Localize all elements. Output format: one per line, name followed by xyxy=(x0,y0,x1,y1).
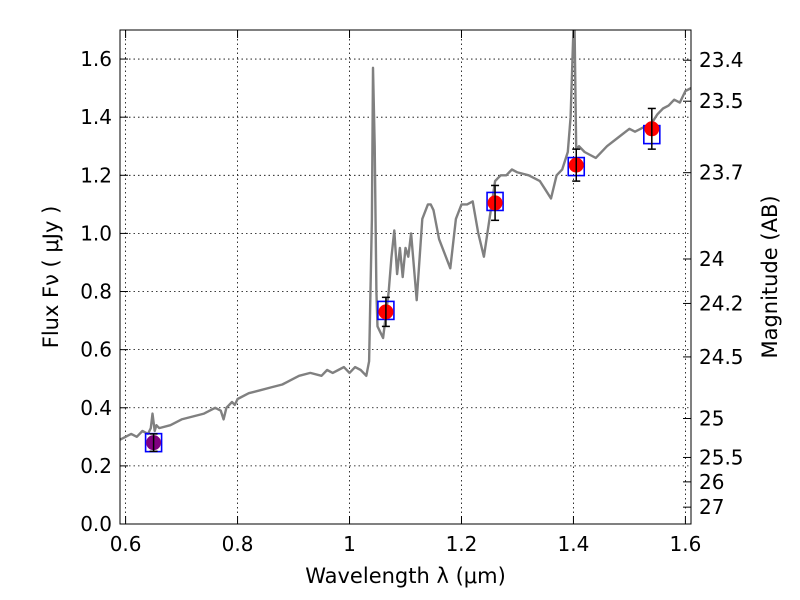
y-right-tick-label: 23.4 xyxy=(699,48,744,72)
y-tick-label: 0.6 xyxy=(80,338,112,362)
grid-lines xyxy=(120,30,691,525)
y-tick-label: 0.8 xyxy=(80,280,112,304)
y-right-tick-label: 25.5 xyxy=(699,445,744,469)
x-tick-label: 1.6 xyxy=(669,532,701,556)
y-right-tick-label: 27 xyxy=(699,495,724,519)
y-right-tick-label: 23.7 xyxy=(699,161,744,185)
y-tick-label: 1.6 xyxy=(80,47,112,71)
x-axis-label: Wavelength λ (μm) xyxy=(305,564,506,588)
y-tick-label: 0.4 xyxy=(80,396,112,420)
x-tick-label: 1 xyxy=(343,532,356,556)
y-right-tick-label: 25 xyxy=(699,407,724,431)
photometry-point xyxy=(486,184,504,222)
y-tick-label: 1.0 xyxy=(80,221,112,245)
y-tick-label: 1.4 xyxy=(80,105,112,129)
plot-frame xyxy=(119,29,692,525)
y-tick-label: 0.2 xyxy=(80,454,112,478)
y-right-tick-label: 24.2 xyxy=(699,291,744,315)
y-right-axis-label: Magnitude (AB) xyxy=(758,195,782,358)
photometry-point xyxy=(144,432,163,453)
x-tick-label: 1.2 xyxy=(446,532,478,556)
y-tick-label: 1.2 xyxy=(80,163,112,187)
y-axis-label: Flux Fν ( μJy ) xyxy=(39,206,63,349)
spectrum-series xyxy=(120,30,691,441)
y-right-tick-label: 23.5 xyxy=(699,89,744,113)
y-right-tick-label: 26 xyxy=(699,470,724,494)
x-tick-label: 0.8 xyxy=(222,532,254,556)
photometry-series xyxy=(144,107,661,453)
y-tick-label: 0.0 xyxy=(80,512,112,536)
photometry-point xyxy=(567,148,586,182)
x-tick-label: 1.4 xyxy=(558,532,590,556)
photometry-point xyxy=(643,107,661,150)
axis-ticks: 0.6 0.8 1 1.2 1.4 1.6 0.0 0.2 0.4 0.6 0.8 1.0 1.2 1.4… xyxy=(80,30,744,556)
photometry-point xyxy=(377,296,395,328)
y-right-tick-label: 24.5 xyxy=(699,345,744,369)
y-right-tick-label: 24 xyxy=(699,247,724,271)
x-tick-label: 0.6 xyxy=(110,532,142,556)
spectrum-line xyxy=(120,30,691,441)
